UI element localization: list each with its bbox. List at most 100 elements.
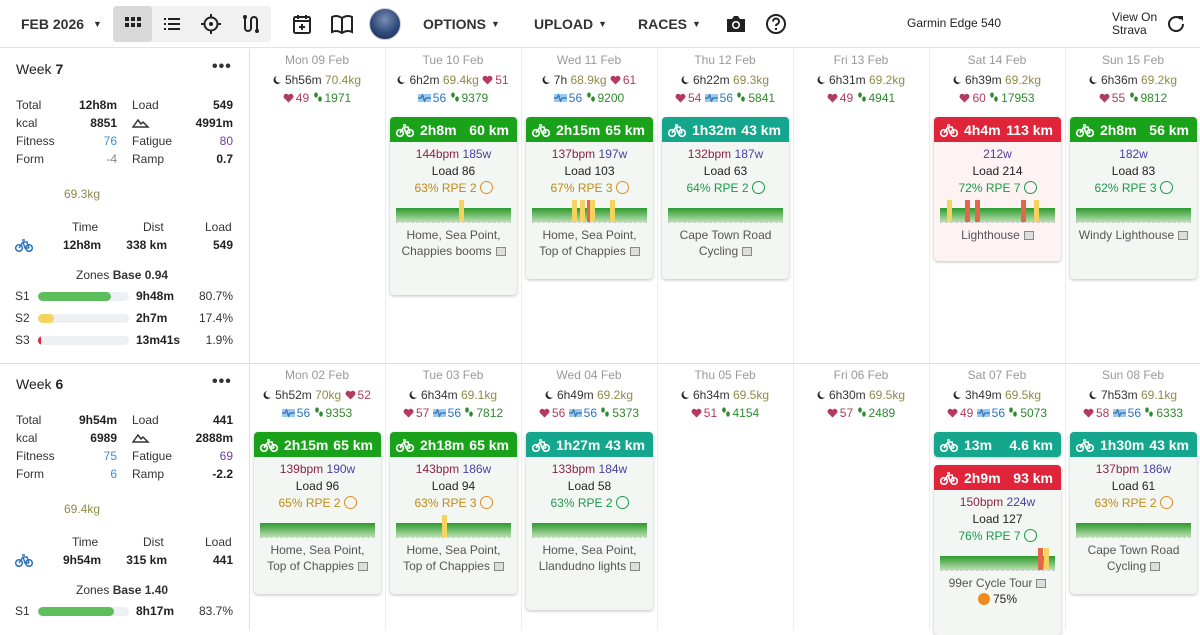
activity-header[interactable]: 1h32m 43 km [662,117,789,142]
week-menu-button[interactable]: ••• [212,373,232,390]
map-icon[interactable] [629,247,640,256]
zone-bar [38,336,129,345]
activity-card[interactable]: 2h18m 65 km 143bpm 186w Load 94 63% RPE 3 Hom… [390,432,517,594]
activity-distance: 56 km [1149,121,1189,138]
races-label: RACES [638,16,688,32]
calendar-view-button[interactable] [113,6,152,42]
avatar[interactable] [369,8,401,40]
map-icon[interactable] [493,562,504,571]
activity-header[interactable]: 1h27m 43 km [526,432,653,457]
steps-value: 2489 [868,406,896,420]
hrv-icon [976,408,990,418]
intensity-pct: 63% [414,496,439,510]
route-name[interactable]: Home, Sea Point, Chappies booms [394,227,513,259]
activity-card[interactable]: 4h4m 113 km 212w Load 214 72% RPE 7 Lighthous… [934,117,1061,261]
power-spike [1034,200,1040,222]
bike-icon [1076,438,1094,452]
zone-bar [38,607,129,616]
day-metrics-line1: 6h34m 69.1kg [386,388,520,402]
week-label: Week [16,376,52,392]
activity-header[interactable]: 2h15m 65 km [526,117,653,142]
map-icon[interactable] [357,562,368,571]
list-view-button[interactable] [152,6,191,42]
rpe-line: 63% RPE 2 [394,180,513,197]
activity-header[interactable]: 13m 4.6 km [934,432,1061,457]
races-menu[interactable]: RACES ▼ [638,0,701,48]
activity-header[interactable]: 2h8m 56 km [1070,117,1197,142]
power-chart-area [396,208,511,222]
map-icon[interactable] [1178,231,1189,240]
map-icon[interactable] [495,247,506,256]
fitness-value: 75 [103,449,117,463]
notes-button[interactable] [326,8,358,40]
route-name[interactable]: 99er Cycle Tour [938,575,1057,591]
activity-card[interactable]: 1h30m 43 km 137bpm 186w Load 61 63% RPE 2 Cap… [1070,432,1197,594]
power-hr-line: 137bpm 197w [530,146,649,163]
map-icon[interactable] [742,247,753,256]
activity-header[interactable]: 1h30m 43 km [1070,432,1197,457]
activity-card[interactable]: 1h32m 43 km 132bpm 187w Load 63 64% RPE 2 Cap… [662,117,789,279]
steps-icon [313,92,322,102]
activity-card[interactable]: 2h15m 65 km 137bpm 197w Load 103 67% RPE 3 Ho… [526,117,653,279]
activity-header[interactable]: 2h18m 65 km [390,432,517,457]
month-selector[interactable]: FEB 2026 ▼ [21,0,102,48]
map-icon[interactable] [630,562,641,571]
power-hr-line: 182w [1074,146,1193,163]
activity-card[interactable]: 2h9m 93 km 150bpm 224w Load 127 76% RPE 7 99e… [934,465,1061,635]
route-name[interactable]: Home, Sea Point, Top of Chappies [530,227,649,259]
day-date: Thu 05 Feb [694,368,756,382]
route-name[interactable]: Lighthouse [938,227,1057,243]
options-menu[interactable]: OPTIONS ▼ [423,0,500,48]
upload-menu[interactable]: UPLOAD ▼ [534,0,607,48]
route-name[interactable]: Home, Sea Point, Llandudno lights [530,542,649,574]
add-event-button[interactable] [286,8,318,40]
refresh-button[interactable] [1160,8,1192,40]
routes-view-button[interactable] [230,6,269,42]
activity-distance: 65 km [605,121,645,138]
day-metrics-line1: 3h49m 69.5kg [930,388,1064,402]
route-name[interactable]: Windy Lighthouse [1074,227,1193,243]
help-button[interactable] [760,8,792,40]
zones-title: Zones Base 0.94 [76,268,168,282]
steps-icon [857,92,866,102]
map-icon[interactable] [1036,579,1047,588]
route-name[interactable]: Home, Sea Point, Top of Chappies [258,542,377,574]
activity-card[interactable]: 2h8m 60 km 144bpm 185w Load 86 63% RPE 2 Home… [390,117,517,295]
activity-header[interactable]: 2h9m 93 km [934,465,1061,490]
activity-card[interactable]: 2h8m 56 km 182w Load 83 62% RPE 3 Windy Light… [1070,117,1197,279]
route-name[interactable]: Cape Town Road Cycling [1074,542,1193,574]
route-name[interactable]: Cape Town Road Cycling [666,227,785,259]
activity-header[interactable]: 2h15m 65 km [254,432,381,457]
resting-hr-value: 57 [415,406,430,420]
hrv-icon [1112,408,1126,418]
options-label: OPTIONS [423,16,487,32]
form-label: Form [16,152,44,166]
map-icon[interactable] [1023,231,1034,240]
activity-header[interactable]: 2h8m 60 km [390,117,517,142]
fitness-view-button[interactable] [191,6,230,42]
map-icon[interactable] [1150,562,1161,571]
smiley-icon [479,181,493,194]
week-menu-button[interactable]: ••• [212,58,232,75]
activity-card[interactable]: 1h27m 43 km 133bpm 184w Load 58 63% RPE 2 Hom… [526,432,653,610]
activity-card[interactable]: 13m 4.6 km [934,432,1061,457]
zone-pct: 80.7% [198,289,233,303]
total-value: 9h54m [78,413,117,427]
power-spike [1037,548,1043,570]
activity-card[interactable]: 2h15m 65 km 139bpm 190w Load 96 65% RPE 2 Hom… [254,432,381,594]
activity-header[interactable]: 4h4m 113 km [934,117,1061,142]
avg-power: 212w [983,147,1012,161]
intensity-pct: 76% [958,529,983,543]
route-name[interactable]: Home, Sea Point, Top of Chappies [394,542,513,574]
time-header: Time [72,220,99,234]
camera-button[interactable] [720,8,752,40]
route-line1: Home, Sea Point, [542,543,637,557]
power-hr-line: 212w [938,146,1057,163]
view-on-strava-link[interactable]: View On Strava [1112,11,1157,37]
steps-icon [990,92,998,102]
fatigue-value: 80 [219,134,233,148]
day-metrics-line1: 5h52m 70kg 52 [250,388,384,402]
mountain-icon [132,433,150,443]
dist-header: Dist [143,220,164,234]
power-chart-thumbnail [668,201,783,223]
